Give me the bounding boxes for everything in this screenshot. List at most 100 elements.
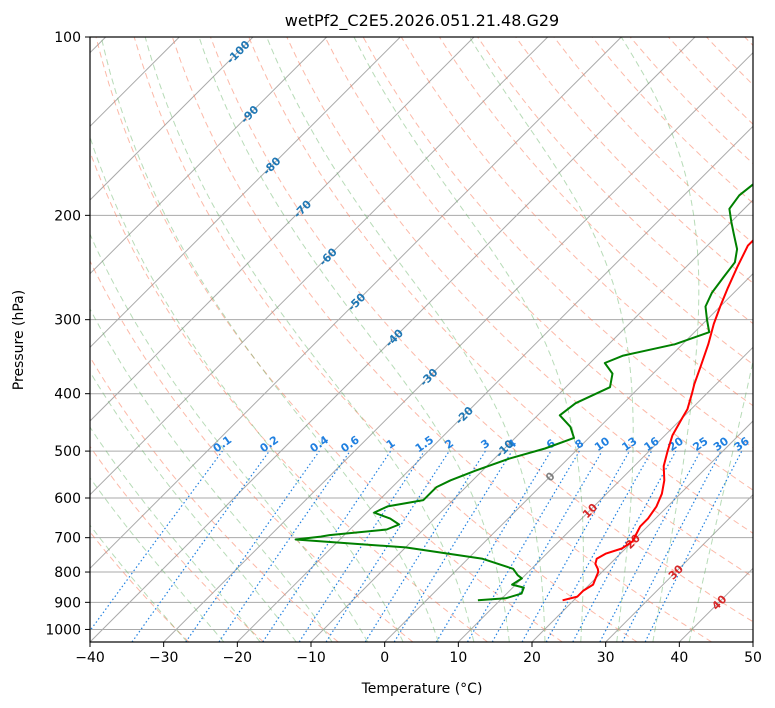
moist-adiabat-line	[144, 37, 475, 642]
moist-adiabat-line	[90, 524, 188, 642]
isotherm-line	[310, 199, 753, 642]
dry-adiabat-line	[210, 37, 753, 623]
isotherm-line	[236, 125, 753, 642]
mixing-ratio-line	[298, 450, 425, 642]
y-tick-label: 400	[54, 387, 81, 403]
dewpoint-profile-line	[294, 183, 753, 602]
dry-adiabat-line	[744, 37, 753, 47]
mixing-ratio-line	[325, 450, 450, 642]
isotherm-line	[605, 493, 753, 642]
x-tick-label: −30	[149, 650, 179, 666]
plot-frame	[89, 36, 754, 643]
mixing-ratio-label: 1	[384, 437, 398, 452]
mixing-ratio-line	[262, 450, 392, 642]
dry-adiabat-line	[248, 37, 753, 578]
isotherm-line	[531, 420, 753, 642]
isotherm-label: -90	[238, 103, 261, 126]
y-tick-label: 1000	[45, 622, 81, 638]
moist-adiabat-line	[353, 37, 584, 642]
moist-adiabat-line	[90, 370, 297, 642]
dry-adiabat-line	[171, 37, 712, 642]
dry-adiabat-line	[90, 531, 190, 642]
chart-title: wetPf2_C2E5.2026.051.21.48.G29	[285, 11, 559, 31]
dry-adiabat-line	[133, 37, 638, 642]
dry-adiabat-line	[90, 445, 264, 642]
mixing-ratio-label: 0.6	[338, 433, 362, 455]
y-axis-title: Pressure (hPa)	[11, 290, 27, 390]
isotherm-line	[678, 567, 753, 642]
y-tick-label: 300	[54, 313, 81, 329]
y-tick-label: 100	[54, 30, 81, 46]
isotherm-label: 10	[580, 501, 600, 521]
moist-adiabat-line	[688, 358, 753, 642]
isotherm-line	[90, 37, 475, 422]
mixing-ratio-line	[572, 450, 677, 642]
plot-area: 0.1 0.2 0.4 0.6 1 1.5 2 3 4 6 8 10 13 16 20 25 30 36-100-…	[90, 37, 753, 642]
isotherm-line	[90, 37, 401, 349]
dry-adiabat-line	[90, 259, 414, 642]
x-tick-label: 50	[744, 650, 762, 666]
dry-adiabat-line	[324, 37, 753, 491]
x-tick-label: −40	[75, 650, 105, 666]
mixing-ratio-label: 3	[479, 437, 493, 452]
y-tick-label: 900	[54, 595, 81, 611]
x-tick-label: 30	[597, 650, 615, 666]
isotherm-line	[90, 37, 328, 275]
dry-adiabat-line	[706, 37, 753, 86]
moist-adiabat-line	[90, 308, 333, 642]
isotherm-label: -50	[345, 290, 368, 313]
isotherm-label: -20	[453, 404, 476, 427]
dry-adiabat-line	[668, 37, 753, 125]
y-tick-label: 500	[54, 444, 81, 460]
temperature-profile-line	[562, 239, 753, 602]
dry-adiabat-line	[515, 37, 753, 284]
dry-adiabat-line	[591, 37, 753, 204]
x-tick-label: −10	[296, 650, 326, 666]
isotherm-line	[163, 51, 753, 642]
y-tick-label: 800	[54, 565, 81, 581]
x-axis-title: Temperature (°C)	[361, 681, 483, 697]
mixing-ratio-line	[90, 450, 223, 632]
isotherm-label: -80	[260, 154, 283, 177]
y-tick-label: 700	[54, 531, 81, 547]
mixing-ratio-line	[644, 450, 743, 642]
axes: −40 −30 −20 −10 0 10 20 30 40 50 100 200 300 400 500 60…	[45, 30, 762, 666]
mixing-ratio-line	[185, 450, 320, 642]
mixing-ratio-line	[218, 450, 351, 642]
moist-adiabat-line	[100, 37, 439, 642]
dry-adiabat-line	[553, 37, 753, 244]
x-tick-label: 0	[380, 650, 389, 666]
isotherm-label: -70	[291, 197, 314, 220]
dry-adiabat-line	[90, 150, 488, 642]
x-tick-label: 10	[449, 650, 467, 666]
mixing-ratio-line	[393, 450, 513, 642]
x-tick-label: 40	[670, 650, 688, 666]
x-tick-label: 20	[523, 650, 541, 666]
y-tick-label: 600	[54, 491, 81, 507]
mixing-ratio-line	[599, 450, 702, 642]
isotherm-line	[90, 37, 622, 570]
y-tick-label: 200	[54, 208, 81, 224]
isotherm-line	[384, 272, 753, 642]
moist-adiabat-line	[469, 37, 634, 642]
dry-adiabat-line	[95, 37, 563, 642]
dry-adiabat-line	[90, 356, 339, 642]
isotherm-line	[90, 37, 549, 496]
isotherm-label: 40	[709, 592, 729, 612]
x-tick-label: −20	[223, 650, 253, 666]
mixing-ratio-line	[521, 450, 631, 642]
isotherm-line	[90, 37, 254, 201]
mixing-ratio-line	[545, 450, 653, 642]
isotherm-line	[752, 641, 753, 642]
mixing-ratio-label: 1.5	[413, 433, 436, 455]
isotherm-line	[90, 37, 696, 642]
moist-adiabat-line	[90, 426, 261, 642]
isotherm-line	[457, 346, 753, 642]
dry-adiabat-line	[286, 37, 753, 534]
moist-adiabat-line	[620, 37, 700, 642]
mixing-ratio-line	[131, 450, 270, 642]
moist-adiabat-line	[90, 476, 225, 642]
moist-adiabat-line	[198, 37, 510, 642]
